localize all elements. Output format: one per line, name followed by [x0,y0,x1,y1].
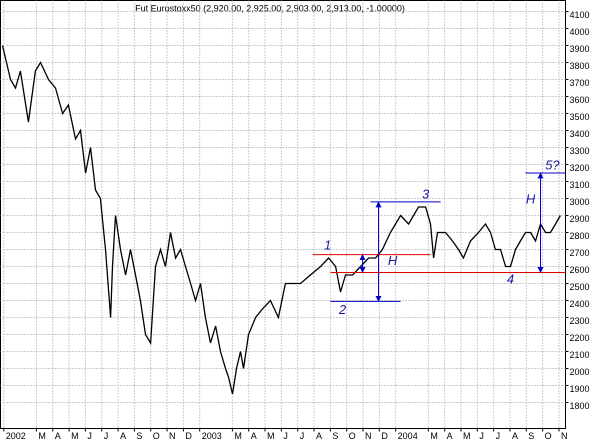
y-tick-label: 2800 [570,231,590,241]
x-tick-label: J [479,431,484,441]
y-tick-label: 1800 [570,401,590,411]
x-tick-label: J [300,431,305,441]
y-tick-label: 2700 [570,248,590,258]
y-tick-label: 2200 [570,333,590,343]
x-tick-label: M [71,431,79,441]
x-tick-label: A [316,431,322,441]
x-tick-label: 2002 [6,431,26,441]
x-tick-label: O [545,431,552,441]
x-tick-label: M [463,431,471,441]
y-tick-label: 3000 [570,197,590,207]
x-tick-label: M [38,431,46,441]
x-tick-label: S [528,431,534,441]
x-tick-label: A [447,431,453,441]
y-tick-label: 2600 [570,265,590,275]
x-tick-label: N [365,431,372,441]
y-tick-label: 2300 [570,316,590,326]
x-tick-label: M [267,431,275,441]
x-tick-label: D [185,431,192,441]
y-tick-label: 2000 [570,367,590,377]
plot-area [0,0,566,429]
wave-label: H [388,253,398,268]
x-tick-label: D [381,431,388,441]
y-tick-label: 3300 [570,146,590,156]
y-tick-label: 2400 [570,299,590,309]
x-tick-label: J [104,431,109,441]
x-tick-label: M [430,431,438,441]
wave-label: 3 [422,187,430,202]
x-tick-label: N [561,431,568,441]
wave-label: H [526,192,536,207]
y-tick-label: 3100 [570,180,590,190]
wave-label: 4 [507,272,514,287]
x-tick-label: M [234,431,242,441]
wave-label: 2 [338,302,347,317]
x-tick-label: S [136,431,142,441]
y-tick-label: 4100 [570,10,590,20]
wave-label: 1 [324,238,331,253]
y-tick-label: 3900 [570,44,590,54]
x-tick-label: 2004 [398,431,418,441]
x-tick-label: J [87,431,92,441]
y-tick-label: 3700 [570,78,590,88]
x-tick-label: A [120,431,126,441]
y-tick-label: 2900 [570,214,590,224]
y-tick-label: 3800 [570,61,590,71]
x-tick-label: J [496,431,501,441]
x-tick-label: S [332,431,338,441]
y-tick-label: 3500 [570,112,590,122]
x-tick-label: 2003 [202,431,222,441]
x-tick-label: O [153,431,160,441]
y-tick-label: 1900 [570,384,590,394]
price-line [1,45,561,395]
y-tick-label: 2500 [570,282,590,292]
y-tick-label: 2100 [570,350,590,360]
y-tick-label: 3400 [570,129,590,139]
x-tick-label: A [251,431,257,441]
wave-label: 5? [545,158,560,173]
y-tick-label: 3600 [570,95,590,105]
x-tick-label: A [512,431,518,441]
x-tick-label: N [169,431,176,441]
x-tick-label: J [283,431,288,441]
chart-title: Fut Eurostoxx50 (2,920.00, 2,925.00, 2,9… [135,3,405,13]
y-tick-label: 3200 [570,163,590,173]
x-tick-label: O [349,431,356,441]
y-tick-label: 4000 [570,27,590,37]
x-tick-label: A [55,431,61,441]
